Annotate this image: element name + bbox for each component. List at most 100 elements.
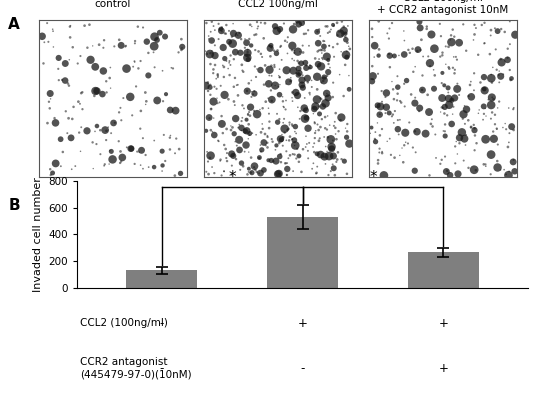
- Point: [232, 82, 241, 88]
- Point: [310, 140, 318, 147]
- Point: [345, 86, 354, 93]
- Point: [290, 47, 299, 54]
- Point: [288, 95, 296, 101]
- Point: [136, 126, 145, 132]
- Point: [75, 130, 84, 136]
- Point: [280, 160, 289, 167]
- Point: [272, 50, 281, 57]
- Point: [321, 100, 330, 106]
- Point: [236, 50, 245, 56]
- Point: [470, 127, 479, 133]
- Point: [511, 32, 520, 38]
- Point: [130, 59, 139, 65]
- Point: [243, 46, 252, 53]
- Point: [92, 141, 101, 147]
- Point: [389, 120, 398, 126]
- Point: [279, 103, 288, 110]
- Point: [217, 121, 226, 127]
- Point: [310, 149, 318, 155]
- Point: [305, 43, 314, 49]
- Point: [244, 112, 252, 118]
- Point: [487, 115, 496, 122]
- Point: [267, 87, 276, 93]
- Point: [230, 75, 239, 81]
- Point: [439, 128, 448, 134]
- Point: [278, 131, 287, 138]
- Point: [102, 128, 111, 134]
- Point: [329, 153, 338, 159]
- Point: [297, 60, 306, 67]
- Point: [225, 39, 234, 45]
- Point: [279, 134, 288, 140]
- Point: [283, 34, 292, 40]
- Point: [62, 108, 70, 114]
- Point: [442, 61, 450, 67]
- Point: [331, 125, 340, 131]
- Point: [402, 139, 410, 145]
- Point: [316, 151, 325, 158]
- Point: [438, 95, 447, 101]
- Point: [461, 142, 470, 148]
- Point: [425, 109, 433, 115]
- Point: [54, 66, 63, 72]
- Point: [307, 84, 316, 90]
- Point: [455, 135, 464, 141]
- Point: [438, 70, 447, 76]
- Point: [296, 108, 305, 114]
- Point: [388, 20, 397, 26]
- Point: [417, 87, 426, 93]
- Point: [252, 31, 261, 37]
- Point: [382, 90, 391, 96]
- Point: [288, 151, 297, 157]
- Point: [289, 26, 298, 32]
- Point: [251, 167, 260, 173]
- Point: [257, 147, 266, 153]
- Point: [312, 170, 321, 176]
- Point: [219, 74, 228, 80]
- Point: [470, 167, 478, 173]
- Point: [302, 115, 311, 121]
- Point: [324, 172, 333, 178]
- Point: [136, 162, 145, 168]
- Point: [493, 158, 502, 164]
- Point: [274, 72, 283, 79]
- Point: [86, 57, 95, 63]
- Point: [431, 131, 439, 138]
- Point: [261, 62, 270, 69]
- Point: [464, 93, 473, 99]
- Point: [285, 152, 294, 158]
- Point: [488, 64, 497, 71]
- Point: [320, 77, 328, 84]
- Point: [320, 134, 328, 140]
- Point: [309, 144, 317, 150]
- Point: [127, 145, 136, 152]
- Point: [243, 128, 251, 134]
- Point: [317, 63, 326, 70]
- Point: [283, 50, 292, 57]
- Point: [290, 137, 299, 143]
- Point: [489, 96, 498, 102]
- Point: [265, 81, 273, 87]
- Point: [487, 151, 496, 158]
- Point: [88, 139, 97, 145]
- Point: [471, 132, 480, 139]
- Point: [256, 142, 265, 148]
- Point: [337, 156, 346, 162]
- Point: [289, 67, 298, 74]
- Point: [203, 149, 212, 155]
- Point: [505, 67, 514, 73]
- Point: [76, 53, 85, 59]
- Point: [383, 138, 392, 145]
- Point: [410, 167, 419, 174]
- Point: [256, 170, 265, 176]
- Point: [446, 172, 454, 178]
- Point: [228, 171, 236, 177]
- Point: [291, 142, 300, 149]
- Point: [171, 108, 180, 114]
- Point: [344, 72, 353, 79]
- Point: [288, 123, 297, 129]
- Point: [218, 28, 227, 35]
- Point: [104, 161, 113, 167]
- Point: [491, 121, 499, 127]
- Point: [102, 78, 111, 84]
